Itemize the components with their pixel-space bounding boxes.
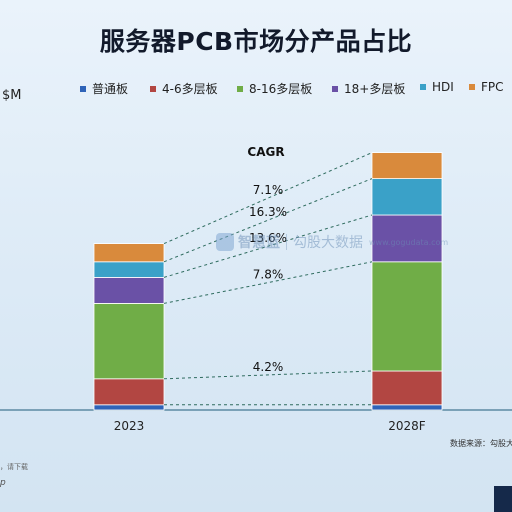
legend-label: 普通板 — [92, 82, 129, 96]
cagr-connector-line — [163, 178, 373, 263]
bar-segment — [93, 302, 165, 380]
legend-item: 18+多层板 — [332, 80, 405, 97]
chart-title: 服务器PCB市场分产品占比 — [99, 27, 413, 56]
legend-label: 8-16多层板 — [249, 82, 313, 96]
legend-swatch — [420, 84, 426, 90]
legend-swatch — [80, 85, 86, 92]
legend-label: 18+多层板 — [344, 82, 406, 96]
watermark-site: www.gogudata.com — [369, 237, 449, 247]
legend-item: 普通板 — [80, 80, 128, 97]
cagr-title: CAGR — [247, 145, 284, 159]
corner-block — [494, 486, 512, 512]
cagr-connector-line — [163, 214, 373, 278]
bar-segment — [371, 261, 443, 372]
cagr-label: 7.8% — [253, 268, 284, 282]
legend-item: 8-16多层板 — [237, 80, 312, 97]
legend-label: HDI — [432, 80, 454, 94]
unit-label: $M — [2, 88, 22, 103]
legend-swatch — [332, 85, 338, 92]
legend-swatch — [469, 84, 475, 90]
cagr-label: 16.3% — [249, 205, 287, 219]
footer-brand: p — [0, 478, 6, 488]
bar-segment — [93, 276, 165, 304]
cagr-connector-line — [163, 152, 373, 245]
bar-segment — [371, 178, 443, 216]
legend-label: 4-6多层板 — [162, 82, 218, 96]
cagr-connector-line — [163, 370, 373, 380]
bar-segment — [371, 214, 443, 263]
watermark-brand: 勾股大数据 — [293, 235, 363, 251]
x-tick-label: 2023 — [114, 419, 145, 433]
bar-segment — [371, 404, 443, 411]
watermark-name: 智慧蓝 — [238, 235, 280, 251]
watermark-divider — [286, 234, 287, 250]
cagr-label: 13.6% — [249, 231, 287, 245]
x-tick-label: 2028F — [388, 419, 426, 433]
legend-swatch — [237, 85, 243, 92]
watermark-logo-icon — [216, 233, 234, 251]
source-note: 数据来源：勾股大 — [450, 439, 512, 448]
legend-swatch — [150, 85, 156, 92]
chart-legend: 普通板 4-6多层板 8-16多层板 18+多层板 HDI FPC — [80, 80, 512, 98]
bar-segment — [93, 378, 165, 406]
bar-segment — [371, 152, 443, 180]
cagr-label: 7.1% — [253, 183, 284, 197]
watermark: 智慧蓝 勾股大数据 www.gogudata.com — [216, 232, 448, 252]
bar-segment — [93, 261, 165, 278]
bar-segment — [93, 243, 165, 263]
bar-segment — [93, 404, 165, 411]
bar-segment — [371, 370, 443, 406]
legend-item: 4-6多层板 — [150, 80, 218, 97]
cagr-connector-line — [163, 261, 373, 304]
legend-item: FPC — [469, 80, 504, 94]
legend-item: HDI — [420, 80, 454, 94]
legend-label: FPC — [481, 80, 504, 94]
cagr-label: 4.2% — [253, 360, 284, 374]
footer-note: ，请下载 — [0, 463, 28, 471]
